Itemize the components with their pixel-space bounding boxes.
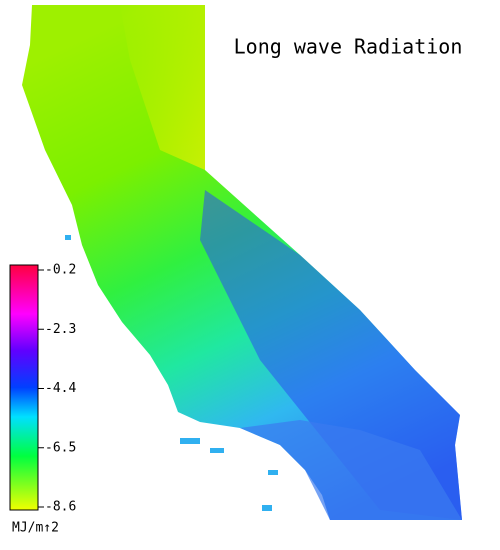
map-title: Long wave Radiation (234, 35, 463, 59)
colorbar-tick-label: -6.5 (45, 440, 76, 455)
desert-region (200, 190, 462, 520)
colorbar-tick-label: -2.3 (45, 322, 76, 337)
california (22, 5, 462, 520)
northeast-highlight (120, 5, 205, 170)
channel-islands (65, 235, 278, 511)
colorbar: MJ/m↑2 -0.2 -2.3 -4.4 -6.5 -8.6 (9, 263, 76, 536)
southern-region (240, 420, 462, 520)
colorbar-gradient (9, 264, 39, 511)
colorbar-tick-label: -8.6 (45, 500, 76, 515)
colorbar-tick-label: -0.2 (45, 263, 76, 278)
colorbar-tick-label: -4.4 (45, 381, 76, 396)
colorbar-unit: MJ/m↑2 (12, 521, 59, 536)
